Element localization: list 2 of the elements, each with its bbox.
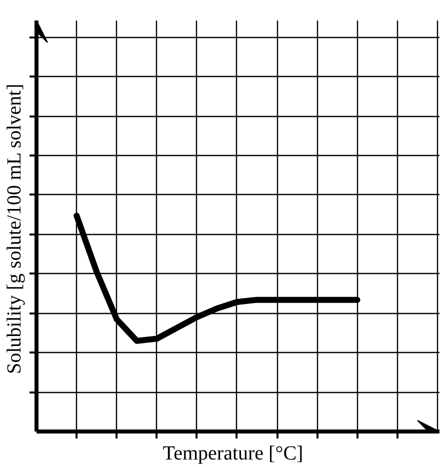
x-axis-title: Temperature [°C] xyxy=(162,442,304,464)
y-axis-title: Solubility [g solute/100 mL solvent] xyxy=(4,84,26,374)
